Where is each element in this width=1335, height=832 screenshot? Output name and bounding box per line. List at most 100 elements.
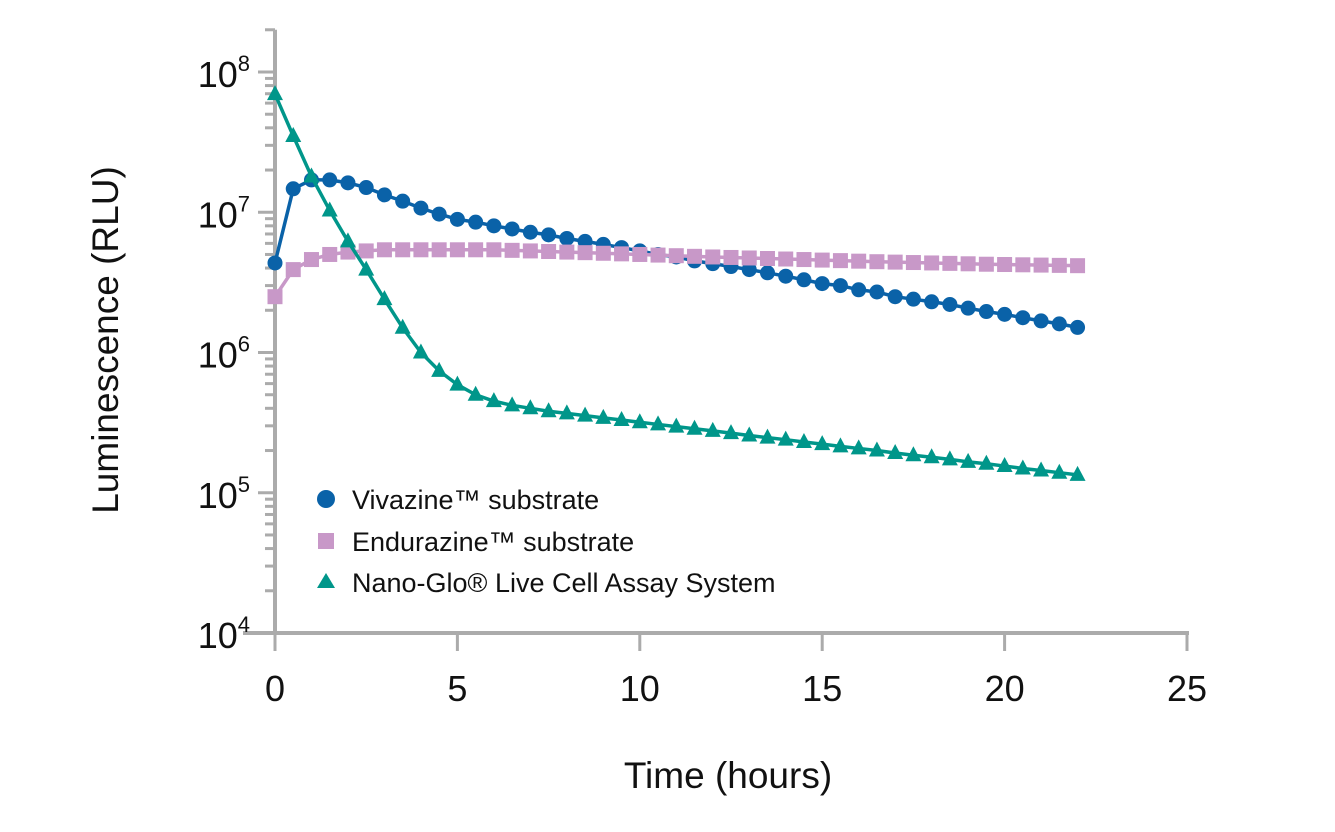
data-point-square (413, 242, 429, 258)
data-point-square (1033, 257, 1049, 273)
series-layer (267, 85, 1086, 481)
data-point-square (997, 257, 1013, 273)
data-point-square (431, 242, 447, 258)
data-point-square (468, 242, 484, 258)
data-point-triangle (686, 419, 703, 435)
legend: Vivazine™ substrate Endurazine™ substrat… (317, 485, 776, 598)
data-point-triangle (449, 375, 466, 391)
data-point-triangle (887, 444, 904, 460)
data-point-circle (541, 227, 557, 243)
x-tick-label: 5 (447, 668, 467, 709)
data-point-triangle (595, 408, 612, 424)
data-point-circle (376, 187, 392, 203)
data-point-triangle (759, 428, 776, 444)
data-point-triangle (1014, 459, 1031, 475)
data-point-square (778, 251, 794, 267)
data-point-square (960, 256, 976, 272)
data-point-circle (559, 230, 575, 246)
data-point-triangle (1069, 465, 1086, 481)
data-point-triangle (540, 402, 557, 418)
data-point-triangle (704, 421, 721, 437)
legend-item-endurazine: Endurazine™ substrate (318, 527, 634, 557)
data-point-square (942, 255, 958, 271)
data-point-square (632, 246, 648, 262)
y-tick-label: 107 (198, 191, 250, 235)
data-point-triangle (431, 361, 448, 377)
data-point-square (559, 244, 575, 260)
data-point-triangle (394, 318, 411, 334)
data-point-circle (905, 291, 921, 307)
y-tick-label: 104 (198, 612, 250, 656)
data-point-triangle (577, 406, 594, 422)
data-point-triangle (613, 411, 630, 427)
series-square (267, 242, 1086, 305)
y-axis-title: Luminescence (RLU) (85, 166, 126, 514)
data-point-square (705, 249, 721, 265)
data-point-triangle (267, 85, 283, 101)
data-point-circle (814, 276, 830, 292)
data-point-triangle (960, 452, 977, 468)
x-tick-label: 15 (802, 668, 842, 709)
data-point-square (358, 243, 374, 259)
y-tick-label: 106 (198, 332, 250, 376)
data-point-triangle (850, 439, 867, 455)
data-point-triangle (303, 167, 320, 183)
data-point-circle (960, 300, 976, 316)
data-point-triangle (741, 426, 758, 442)
data-point-triangle (467, 385, 484, 401)
data-point-circle (413, 200, 429, 216)
data-point-square (449, 242, 465, 258)
legend-label: Vivazine™ substrate (352, 485, 599, 515)
data-point-triangle (996, 457, 1013, 473)
data-point-circle (358, 180, 374, 196)
legend-marker-triangle (317, 573, 335, 588)
data-point-circle (851, 282, 867, 298)
legend-item-vivazine: Vivazine™ substrate (317, 485, 599, 515)
x-tick-label: 0 (265, 668, 285, 709)
data-point-triangle (905, 446, 922, 462)
y-tick-label: 108 (198, 51, 250, 95)
data-point-square (614, 246, 630, 262)
legend-label: Endurazine™ substrate (352, 527, 634, 557)
data-point-square (924, 255, 940, 271)
data-point-circle (869, 284, 885, 300)
data-point-square (759, 250, 775, 266)
data-point-circle (1051, 316, 1067, 332)
data-point-circle (267, 255, 283, 271)
data-point-square (814, 252, 830, 268)
data-point-triangle (1051, 463, 1068, 479)
data-point-square (905, 255, 921, 271)
data-point-square (285, 262, 301, 278)
data-point-circle (522, 224, 538, 240)
y-tick-label: 105 (198, 472, 250, 516)
data-point-circle (431, 206, 447, 222)
data-point-triangle (1033, 461, 1050, 477)
data-point-triangle (339, 232, 356, 248)
data-point-square (1015, 257, 1031, 273)
data-point-square (1051, 257, 1067, 273)
data-point-triangle (321, 201, 338, 217)
data-point-square (486, 242, 502, 258)
data-point-square (796, 252, 812, 268)
data-point-triangle (485, 392, 502, 408)
data-point-circle (1015, 310, 1031, 326)
data-point-circle (741, 262, 757, 278)
data-point-triangle (650, 415, 667, 431)
data-point-square (687, 248, 703, 264)
data-point-triangle (868, 441, 885, 457)
data-point-circle (486, 218, 502, 234)
data-point-square (650, 247, 666, 263)
data-point-square (832, 253, 848, 269)
data-point-circle (997, 306, 1013, 322)
data-point-square (376, 242, 392, 258)
legend-marker-square (318, 533, 334, 549)
data-point-circle (340, 175, 356, 191)
x-tick-label: 10 (620, 668, 660, 709)
data-point-circle (942, 296, 958, 312)
data-point-square (851, 253, 867, 269)
data-point-square (978, 256, 994, 272)
data-point-square (668, 248, 684, 264)
data-point-square (741, 250, 757, 266)
axes (243, 28, 1189, 651)
